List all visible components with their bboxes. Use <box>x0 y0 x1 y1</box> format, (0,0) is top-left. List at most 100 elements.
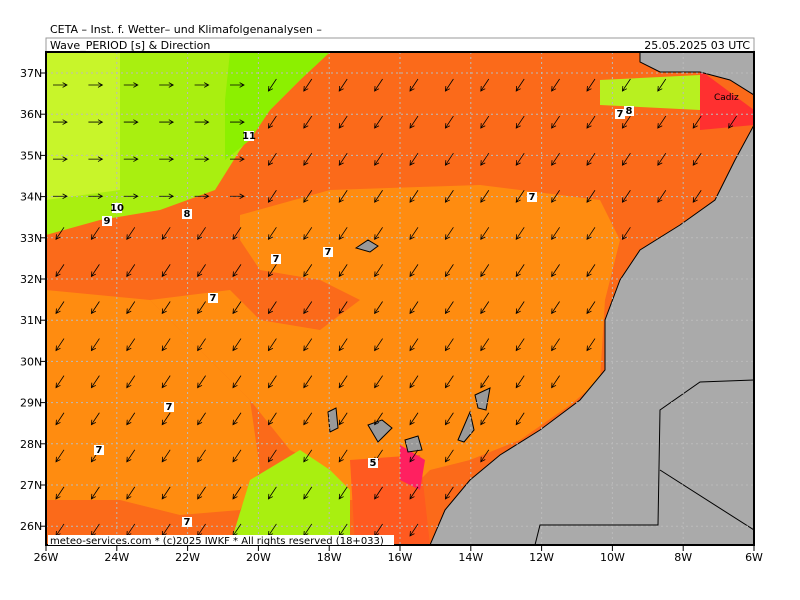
islands <box>327 239 491 453</box>
arrow <box>586 78 596 92</box>
arrow <box>551 227 560 241</box>
arrow <box>444 375 454 389</box>
footer: meteo-services.com * (c)2025 IWKF * All … <box>50 536 384 547</box>
arrow <box>161 375 171 389</box>
arrow <box>515 152 525 166</box>
arrow <box>303 301 313 315</box>
valid-time: 25.05.2025 03 UTC <box>644 39 750 52</box>
arrow <box>409 338 419 352</box>
arrow <box>409 449 419 463</box>
arrow <box>159 119 175 125</box>
lat-label: 31N <box>20 314 42 327</box>
arrow <box>123 193 139 199</box>
arrow <box>197 486 206 500</box>
arrow <box>303 227 313 241</box>
arrow <box>197 375 206 389</box>
arrow <box>515 301 525 315</box>
arrow <box>374 152 383 166</box>
arrow <box>444 449 454 463</box>
arrow <box>551 190 560 203</box>
arrow <box>90 301 100 315</box>
field-yellow <box>46 52 120 200</box>
arrow <box>409 152 419 166</box>
contour-label-bg <box>368 458 378 468</box>
arrow <box>55 375 65 389</box>
arrow <box>409 78 419 92</box>
arrow <box>480 78 490 92</box>
arrow <box>480 301 490 315</box>
arrow <box>657 78 667 92</box>
arrow <box>338 375 348 389</box>
arrow <box>197 412 206 426</box>
arrow <box>586 301 596 315</box>
arrow <box>123 156 139 162</box>
arrow <box>444 78 454 92</box>
lat-label: 29N <box>20 397 42 410</box>
arrow <box>161 227 171 241</box>
contour-label: 7 <box>166 402 173 413</box>
arrow <box>303 115 313 129</box>
arrow <box>303 78 313 92</box>
lon-label: 10W <box>600 551 625 564</box>
arrow <box>586 152 596 166</box>
arrow <box>126 338 136 352</box>
arrow <box>480 338 490 352</box>
arrow <box>126 412 136 426</box>
arrow <box>444 412 454 426</box>
lon-label: 18W <box>317 551 342 564</box>
arrow <box>728 115 737 129</box>
arrow <box>551 301 560 315</box>
arrow <box>480 115 490 129</box>
arrow <box>621 227 631 241</box>
arrow <box>338 78 348 92</box>
arrow <box>444 264 454 278</box>
arrow <box>303 412 313 426</box>
arrow <box>194 156 210 162</box>
arrow <box>161 412 171 426</box>
arrow <box>444 115 454 129</box>
lat-label: 30N <box>20 355 42 368</box>
arrow <box>338 449 348 463</box>
lat-label: 27N <box>20 479 42 492</box>
lon-label: 26W <box>34 551 59 564</box>
contour-label: 7 <box>325 247 332 258</box>
contour-label: 7 <box>617 109 624 120</box>
arrow <box>55 449 65 463</box>
arrow <box>90 264 100 278</box>
arrow <box>551 264 560 278</box>
lat-label: 28N <box>20 438 42 451</box>
lat-label: 26N <box>20 520 42 533</box>
lon-label: 12W <box>529 551 554 564</box>
arrow <box>303 152 313 166</box>
field-green3 <box>230 450 350 545</box>
arrow <box>55 264 65 278</box>
arrow <box>374 338 383 352</box>
contour-label-bg <box>624 106 634 116</box>
contour-label-bg <box>527 192 537 202</box>
arrow <box>444 301 454 315</box>
lat-label: 32N <box>20 273 42 286</box>
arrow <box>197 338 206 352</box>
arrow <box>55 301 65 315</box>
arrow <box>621 190 631 203</box>
arrow <box>586 338 596 352</box>
arrow <box>374 264 383 278</box>
arrow <box>55 486 65 500</box>
arrow <box>230 119 245 125</box>
arrow <box>409 264 419 278</box>
lon-label: 24W <box>104 551 129 564</box>
arrow <box>692 190 702 203</box>
arrow <box>161 338 171 352</box>
lat-label: 36N <box>20 108 42 121</box>
contour-label: 9 <box>104 216 111 227</box>
arrow <box>230 193 245 199</box>
arrow <box>515 264 525 278</box>
contour-label-bg <box>323 247 333 257</box>
arrow <box>267 78 277 92</box>
arrow <box>267 227 277 241</box>
arrow <box>444 486 454 500</box>
lon-label: 8W <box>674 551 692 564</box>
field-magenta <box>400 445 425 490</box>
arrow <box>126 301 136 315</box>
